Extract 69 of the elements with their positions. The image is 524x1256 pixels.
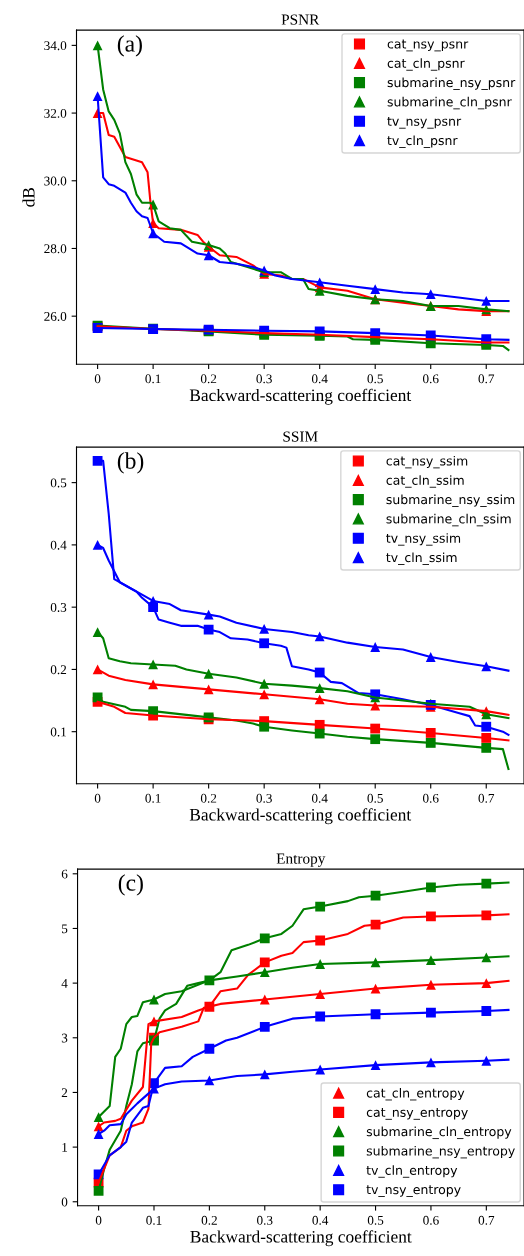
y-tick-label: 32.0 bbox=[44, 108, 67, 118]
y-tick-label: 3 bbox=[61, 1033, 68, 1043]
x-axis-title: Backward-scattering coefficient bbox=[189, 808, 412, 825]
y-tick-label: 34.0 bbox=[44, 41, 67, 51]
y-tick-label: 0.1 bbox=[50, 727, 66, 737]
x-axis-title: Backward-scattering coefficient bbox=[190, 1230, 412, 1247]
x-tick-label: 0.2 bbox=[200, 374, 217, 384]
x-tick-label: 0 bbox=[94, 793, 101, 803]
y-tick-label: 0.5 bbox=[50, 478, 67, 488]
x-tick-label: 0.5 bbox=[367, 374, 383, 384]
legend-label: cat_nsy_ssim bbox=[386, 455, 468, 469]
x-tick-label: 0.2 bbox=[201, 1215, 217, 1225]
x-axis-title: Backward-scattering coefficient bbox=[189, 388, 412, 405]
y-tick-label: 5 bbox=[62, 924, 68, 934]
y-tick-label: 6 bbox=[61, 869, 68, 879]
y-tick-label: 0.2 bbox=[50, 665, 67, 675]
x-tick-label: 0.6 bbox=[423, 1215, 439, 1225]
annotation: (c) bbox=[118, 874, 143, 896]
x-tick-label: 0.1 bbox=[146, 1215, 162, 1225]
x-tick-label: 0.1 bbox=[145, 374, 161, 384]
x-tick-label: 0.5 bbox=[367, 793, 383, 803]
y-tick-label: 26.0 bbox=[44, 311, 67, 321]
x-tick-label: 0.2 bbox=[200, 793, 217, 803]
legend-label: cat_cln_psnr bbox=[387, 58, 465, 71]
legend-label: tv_nsy_psnr bbox=[387, 116, 462, 129]
legend-label: submarine_nsy_entropy bbox=[366, 1145, 515, 1159]
x-tick-label: 0.4 bbox=[312, 1215, 329, 1225]
legend-label: submarine_cln_entropy bbox=[366, 1126, 512, 1140]
y-tick-label: 1 bbox=[62, 1142, 68, 1152]
y-tick-label: 0.3 bbox=[50, 602, 67, 612]
x-tick-label: 0.6 bbox=[422, 374, 439, 384]
y-tick-label: 0.4 bbox=[50, 540, 67, 550]
x-tick-label: 0 bbox=[94, 374, 101, 384]
legend-label: cat_cln_entropy bbox=[366, 1087, 465, 1101]
y-axis-title: dB bbox=[22, 187, 35, 207]
x-tick-label: 0.3 bbox=[257, 1215, 273, 1225]
x-tick-label: 0.4 bbox=[311, 374, 328, 384]
annotation: (a) bbox=[117, 35, 142, 57]
legend-label: cat_cln_ssim bbox=[386, 475, 464, 488]
x-tick-label: 0.3 bbox=[256, 374, 272, 384]
x-tick-label: 0.7 bbox=[478, 1215, 495, 1225]
legend-label: submarine_nsy_psnr bbox=[387, 77, 516, 90]
chart-title: PSNR bbox=[281, 14, 320, 25]
y-tick-label: 4 bbox=[61, 979, 68, 988]
x-tick-label: 0.7 bbox=[478, 374, 495, 384]
x-tick-label: 0.5 bbox=[367, 1215, 384, 1225]
legend-label: tv_cln_psnr bbox=[387, 135, 458, 148]
legend-label: cat_nsy_entropy bbox=[366, 1108, 468, 1120]
x-tick-label: 0.6 bbox=[422, 793, 439, 803]
legend-label: submarine_nsy_ssim bbox=[386, 494, 515, 507]
legend-label: tv_cln_entropy bbox=[366, 1165, 458, 1178]
annotation: (b) bbox=[117, 452, 144, 474]
chart-title: Entropy bbox=[276, 853, 326, 867]
y-tick-label: 30.0 bbox=[44, 176, 67, 186]
x-tick-label: 0.3 bbox=[256, 793, 272, 803]
x-tick-label: 0.4 bbox=[311, 793, 328, 803]
x-tick-label: 0.1 bbox=[145, 793, 161, 803]
legend-label: tv_cln_ssim bbox=[386, 552, 457, 565]
legend-label: tv_nsy_ssim bbox=[386, 533, 461, 546]
chart-title: SSIM bbox=[283, 431, 318, 442]
legend-label: tv_nsy_entropy bbox=[366, 1185, 461, 1198]
legend-label: cat_nsy_psnr bbox=[387, 39, 469, 52]
legend-label: submarine_cln_psnr bbox=[387, 96, 512, 110]
y-tick-label: 2 bbox=[61, 1088, 68, 1098]
y-tick-label: 28.0 bbox=[44, 244, 67, 254]
x-tick-label: 0 bbox=[95, 1215, 102, 1225]
y-tick-label: 0 bbox=[61, 1197, 68, 1207]
legend-label: submarine_cln_ssim bbox=[386, 513, 511, 527]
x-tick-label: 0.7 bbox=[478, 793, 495, 803]
